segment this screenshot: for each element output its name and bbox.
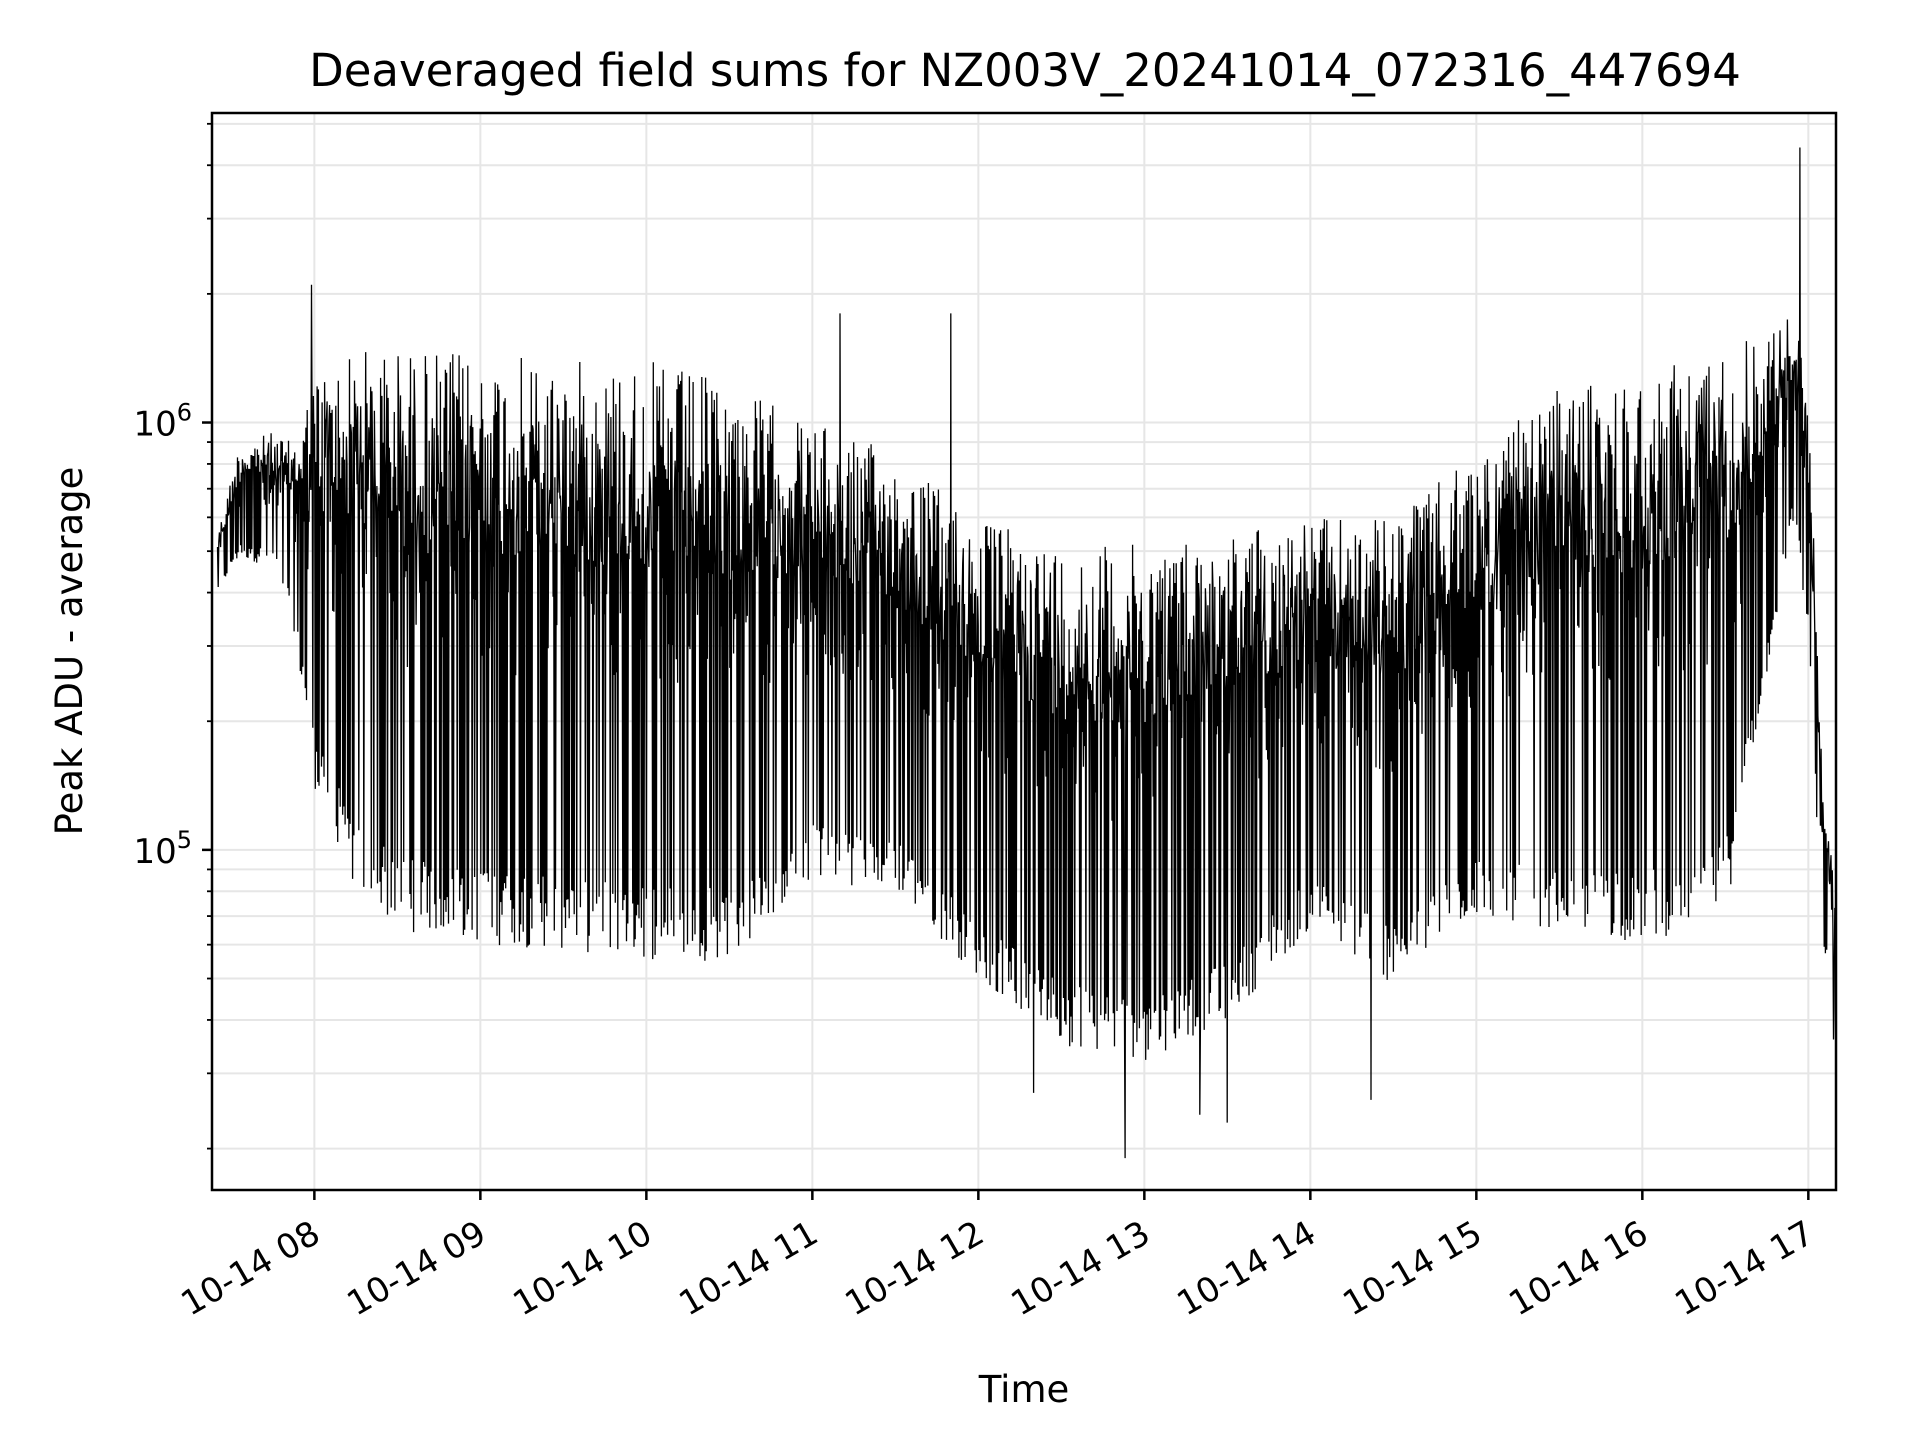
series-line-group (216, 147, 1837, 1159)
x-tick-label: 10-14 13 (1004, 1213, 1156, 1324)
x-tick-label: 10-14 17 (1668, 1213, 1820, 1324)
x-tick-label: 10-14 08 (174, 1213, 326, 1324)
x-tick-label: 10-14 15 (1336, 1213, 1488, 1324)
y-axis-label: Peak ADU - average (48, 467, 91, 836)
x-tick-label: 10-14 14 (1170, 1213, 1322, 1324)
x-tick-label: 10-14 09 (340, 1213, 492, 1324)
x-tick-label: 10-14 16 (1502, 1213, 1654, 1324)
chart-title: Deaveraged field sums for NZ003V_2024101… (309, 44, 1741, 97)
y-axis-ticks: 105 106 (133, 122, 212, 1150)
x-axis-ticks: 10-14 08 10-14 09 10-14 10 10-14 11 10-14 12… (174, 1190, 1821, 1324)
plot-frame (210, 111, 1838, 1192)
y-tick-label: 105 (133, 826, 192, 872)
x-tick-label: 10-14 10 (506, 1213, 658, 1324)
x-tick-label: 10-14 12 (838, 1213, 990, 1324)
x-tick-label: 10-14 11 (672, 1213, 824, 1324)
series-line (216, 147, 1837, 1159)
x-axis-label: Time (978, 1368, 1070, 1411)
y-tick-label: 106 (133, 399, 192, 445)
